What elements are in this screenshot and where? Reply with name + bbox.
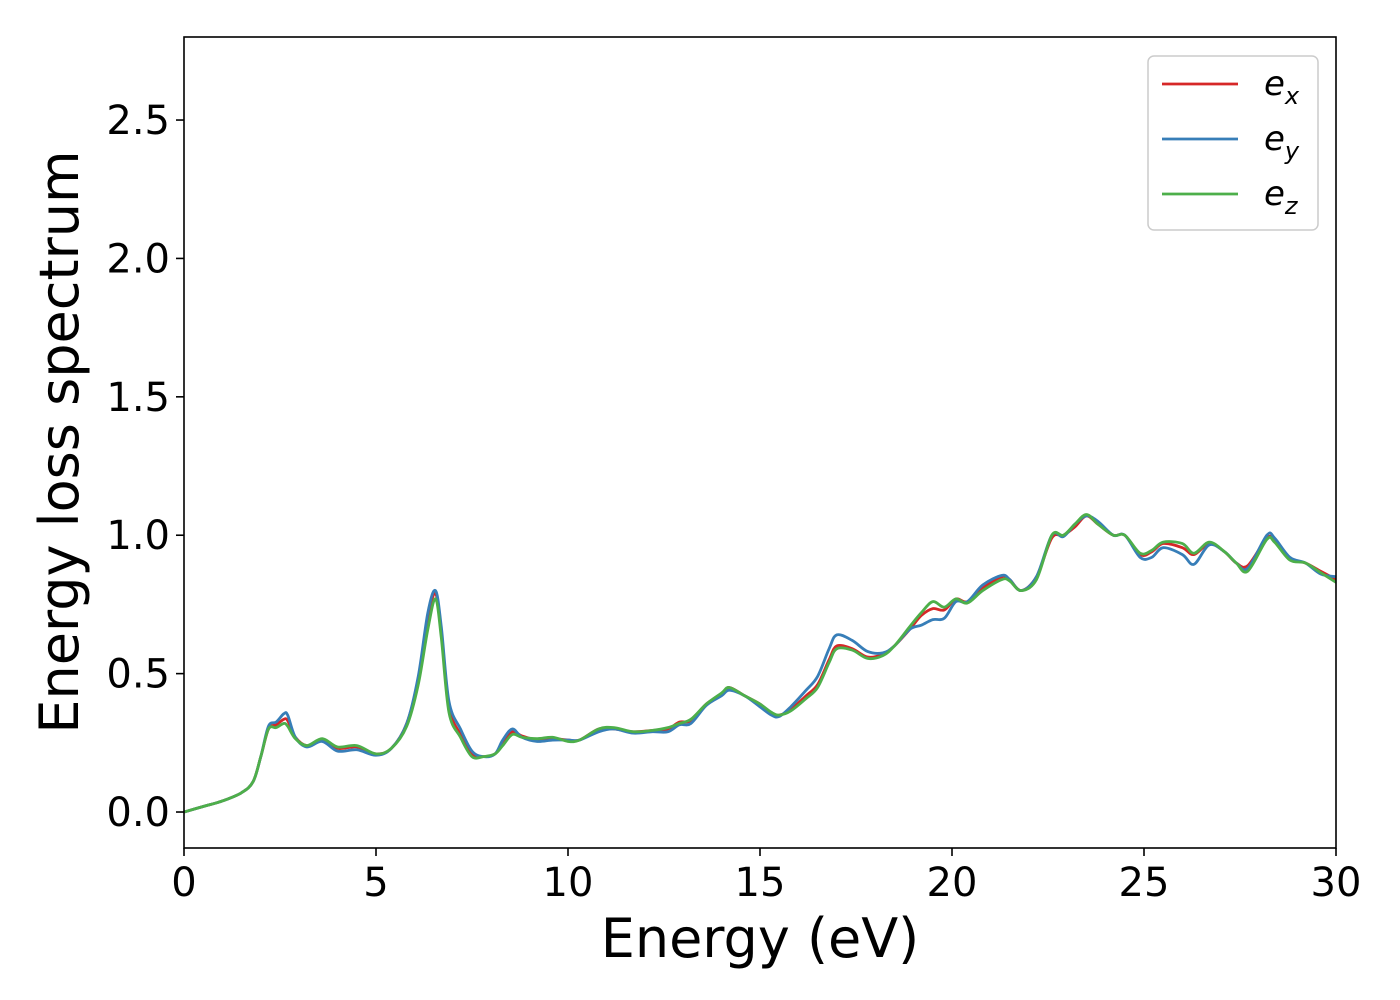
x-axis: 0 5 10 15 20 25 30: [171, 848, 1361, 906]
legend-label: ey: [1264, 119, 1300, 165]
y-tick-label: 0.0: [106, 790, 170, 836]
x-tick-label: 20: [927, 860, 978, 906]
legend-label-subscript: y: [1284, 137, 1300, 165]
y-tick-label: 0.5: [106, 652, 170, 698]
legend-label-subscript: x: [1284, 82, 1300, 110]
x-tick-label: 15: [735, 860, 786, 906]
legend-label-name: e: [1264, 64, 1285, 104]
x-tick-label: 0: [171, 860, 196, 906]
y-tick-label: 1.0: [106, 513, 170, 559]
legend-label: ex: [1264, 64, 1300, 110]
legend-box: [1147, 55, 1319, 231]
legend-label-name: e: [1264, 174, 1285, 214]
series-line-ey: [184, 514, 1336, 814]
y-tick-label: 1.5: [106, 375, 170, 421]
legend-label-name: e: [1264, 119, 1285, 159]
series-line-ex: [184, 514, 1336, 814]
x-tick-label: 25: [1119, 860, 1170, 906]
x-tick-label: 5: [363, 860, 388, 906]
x-tick-label: 10: [543, 860, 594, 906]
y-axis: 0.0 0.5 1.0 1.5 2.0 2.5: [106, 98, 184, 836]
y-tick-label: 2.0: [106, 236, 170, 282]
legend-label: ez: [1264, 174, 1299, 220]
legend-label-subscript: z: [1284, 192, 1299, 220]
series-line-ez: [184, 513, 1336, 814]
series-layer: [184, 513, 1336, 814]
x-tick-label: 30: [1311, 860, 1362, 906]
y-axis-label: Energy loss spectrum: [28, 150, 91, 733]
x-axis-label: Energy (eV): [601, 907, 920, 970]
y-tick-label: 2.5: [106, 98, 170, 144]
